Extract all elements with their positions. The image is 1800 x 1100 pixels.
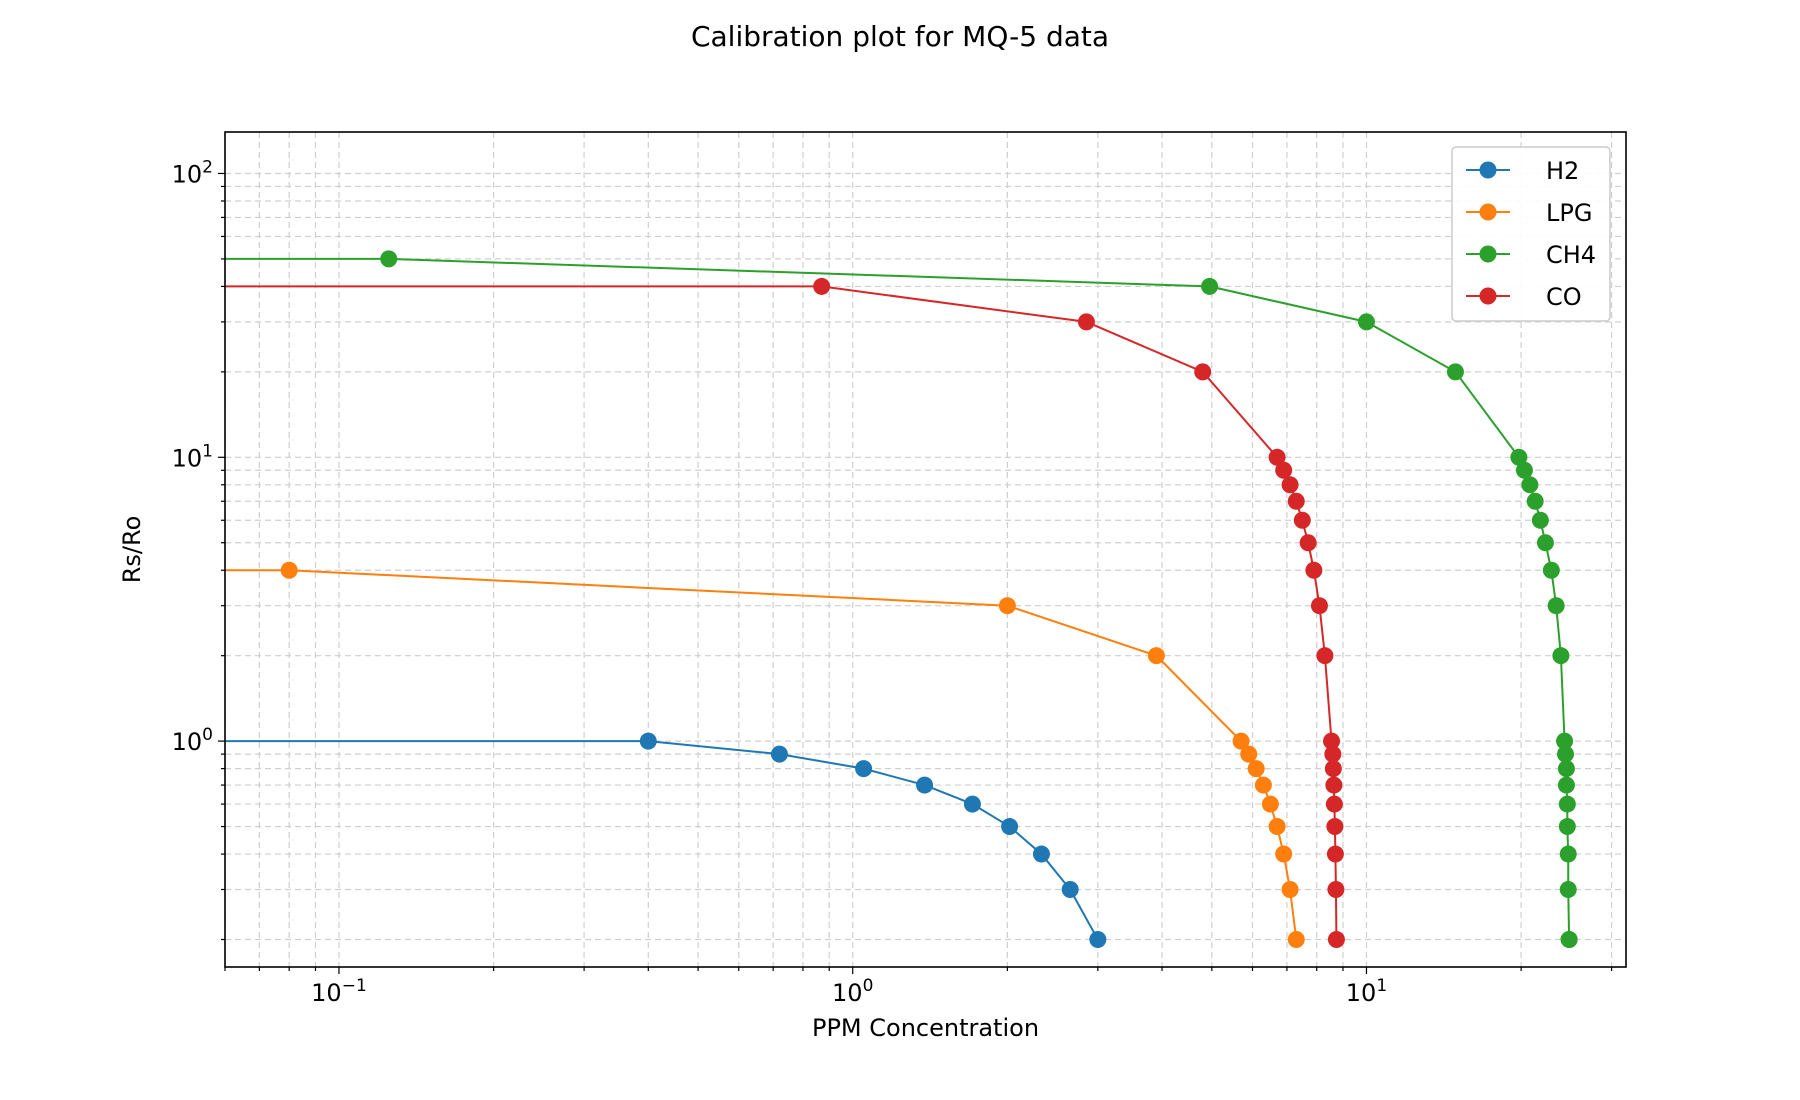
data-point-ch4 xyxy=(1515,461,1533,479)
data-point-ch4 xyxy=(380,250,398,268)
data-point-co xyxy=(1299,534,1317,552)
data-point-lpg xyxy=(1147,647,1165,665)
legend-label-h2: H2 xyxy=(1546,157,1579,185)
data-point-lpg xyxy=(1261,795,1279,813)
data-point-co xyxy=(1077,313,1095,331)
data-point-ch4 xyxy=(1557,760,1575,778)
series-line-lpg xyxy=(225,569,1298,940)
data-point-ch4 xyxy=(1510,448,1528,466)
data-point-h2 xyxy=(963,795,981,813)
legend: H2 LPG CH4 CO xyxy=(1451,146,1611,322)
data-point-h2 xyxy=(916,776,934,794)
chart-title: Calibration plot for MQ-5 data xyxy=(691,20,1109,53)
y-tick-label: 100 xyxy=(172,725,213,756)
data-point-h2 xyxy=(1061,881,1079,899)
data-point-co xyxy=(1324,745,1342,763)
data-point-co xyxy=(1325,776,1343,794)
data-point-ch4 xyxy=(1547,597,1565,615)
data-point-co xyxy=(1326,845,1344,863)
legend-marker-ch4 xyxy=(1479,245,1497,263)
data-point-co xyxy=(1326,818,1344,836)
legend-label-ch4: CH4 xyxy=(1546,241,1596,269)
y-axis-label: Rs/Ro xyxy=(118,516,146,584)
data-point-ch4 xyxy=(1560,930,1578,948)
data-point-ch4 xyxy=(1558,818,1576,836)
data-point-co xyxy=(1293,511,1311,529)
data-point-ch4 xyxy=(1557,776,1575,794)
legend-marker-h2 xyxy=(1479,161,1497,179)
data-point-ch4 xyxy=(1201,277,1219,295)
data-point-h2 xyxy=(770,745,788,763)
data-point-co xyxy=(1327,881,1345,899)
data-point-co xyxy=(1194,363,1212,381)
data-point-co xyxy=(1323,732,1341,750)
data-point-ch4 xyxy=(1557,745,1575,763)
data-point-lpg xyxy=(1247,760,1265,778)
data-point-h2 xyxy=(1032,845,1050,863)
data-point-co xyxy=(813,277,831,295)
data-point-ch4 xyxy=(1542,561,1560,579)
series-line-ch4 xyxy=(225,257,1571,940)
data-point-ch4 xyxy=(1446,363,1464,381)
grid-layer xyxy=(224,132,1626,967)
data-point-lpg xyxy=(280,561,298,579)
data-point-lpg xyxy=(1281,881,1299,899)
data-point-co xyxy=(1268,448,1286,466)
data-point-ch4 xyxy=(1559,881,1577,899)
plot-frame xyxy=(224,131,1627,968)
data-point-lpg xyxy=(1240,745,1258,763)
data-point-h2 xyxy=(1001,818,1019,836)
data-point-ch4 xyxy=(1357,313,1375,331)
data-point-co xyxy=(1305,561,1323,579)
legend-box xyxy=(1451,146,1611,322)
data-point-ch4 xyxy=(1536,534,1554,552)
data-point-h2 xyxy=(855,760,873,778)
legend-label-co: CO xyxy=(1546,283,1582,311)
data-point-co xyxy=(1316,647,1334,665)
series-layer xyxy=(225,250,1578,948)
x-tick-label: 10−1 xyxy=(311,976,367,1007)
x-tick-label: 100 xyxy=(832,976,873,1007)
data-point-lpg xyxy=(998,597,1016,615)
data-point-co xyxy=(1327,930,1345,948)
data-point-lpg xyxy=(1287,930,1305,948)
y-tick-label: 102 xyxy=(172,157,213,188)
y-tick-label: 101 xyxy=(172,441,213,472)
series-line-co xyxy=(225,285,1338,940)
data-point-co xyxy=(1325,795,1343,813)
legend-marker-co xyxy=(1479,287,1497,305)
series-line-h2 xyxy=(225,740,1099,940)
data-point-h2 xyxy=(639,732,657,750)
data-point-co xyxy=(1310,597,1328,615)
data-point-lpg xyxy=(1275,845,1293,863)
data-point-lpg xyxy=(1232,732,1250,750)
data-point-h2 xyxy=(1089,930,1107,948)
data-point-co xyxy=(1275,461,1293,479)
data-point-lpg xyxy=(1268,818,1286,836)
legend-marker-lpg xyxy=(1479,203,1497,221)
data-point-co xyxy=(1281,476,1299,494)
data-point-ch4 xyxy=(1552,647,1570,665)
data-point-ch4 xyxy=(1556,732,1574,750)
data-point-co xyxy=(1324,760,1342,778)
legend-label-lpg: LPG xyxy=(1546,199,1592,227)
x-tick-label: 101 xyxy=(1346,976,1387,1007)
data-point-lpg xyxy=(1254,776,1272,794)
data-point-ch4 xyxy=(1521,476,1539,494)
data-point-co xyxy=(1287,492,1305,510)
axis-layer: 10−1 100 101 100 101 102 xyxy=(172,157,1613,1007)
data-point-ch4 xyxy=(1558,795,1576,813)
data-point-ch4 xyxy=(1531,511,1549,529)
data-point-ch4 xyxy=(1526,492,1544,510)
data-point-ch4 xyxy=(1559,845,1577,863)
x-axis-label: PPM Concentration xyxy=(812,1014,1039,1042)
